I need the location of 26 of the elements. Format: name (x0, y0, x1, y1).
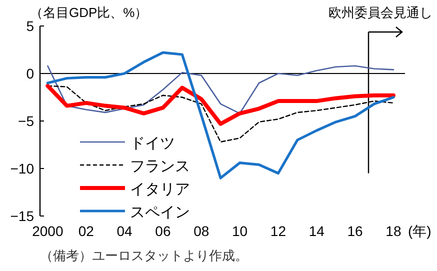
x-tick-label: 02 (78, 223, 94, 239)
x-tick-label: 14 (308, 223, 325, 239)
legend-label: イタリア (130, 181, 190, 198)
legend-label: スペイン (130, 204, 190, 221)
legend-label: ドイツ (130, 135, 175, 152)
x-tick-label: 06 (155, 223, 171, 239)
x-tick-label: 04 (116, 223, 133, 239)
y-tick-label: 5 (26, 18, 34, 34)
line-series (46, 84, 396, 126)
x-tick-label: 18 (386, 223, 402, 239)
x-axis-title: (年) (408, 223, 432, 239)
x-tick-label: 10 (232, 223, 248, 239)
y-tick-label: 0 (26, 66, 34, 82)
x-tick-label: 2000 (32, 223, 64, 239)
legend-label: フランス (130, 158, 190, 175)
line-series (47, 65, 394, 114)
y-tick-label: −15 (10, 208, 34, 224)
line-series (46, 51, 395, 180)
x-tick-label: 12 (270, 223, 286, 239)
y-axis-title: （名目GDP比、%） (30, 5, 148, 20)
y-tick-label: −10 (10, 160, 34, 176)
x-tick-label: 08 (194, 223, 210, 239)
y-tick-label: −5 (18, 113, 34, 129)
text: （備考）ユーロスタットより作成。 (40, 248, 248, 263)
ref-line-label: 欧州委員会見通し (328, 5, 432, 20)
x-tick-label: 16 (347, 223, 364, 239)
